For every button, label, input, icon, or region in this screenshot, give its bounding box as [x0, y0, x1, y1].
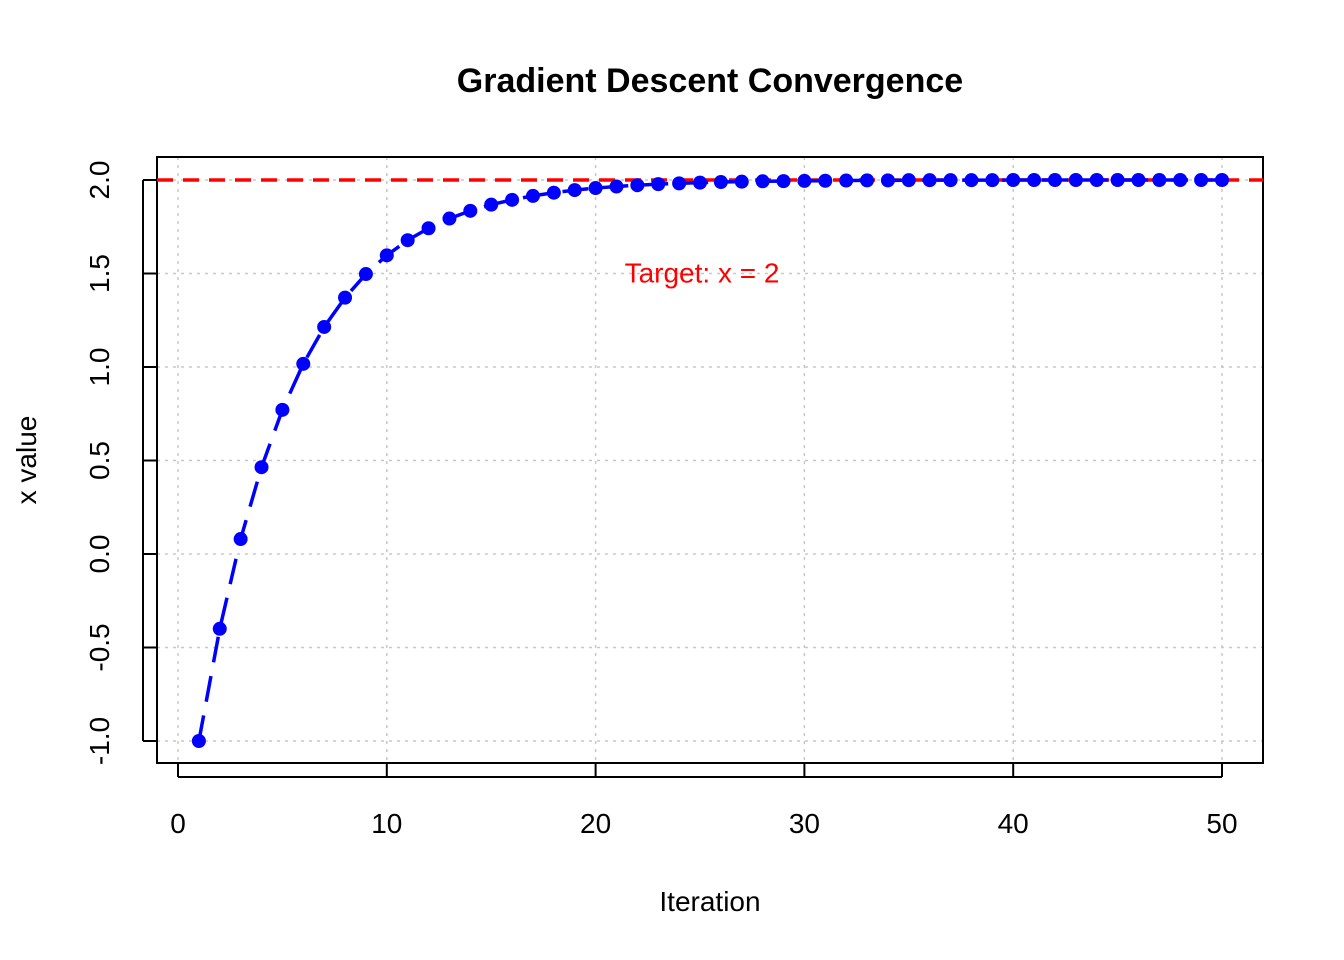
data-point [463, 203, 478, 218]
data-point [693, 175, 707, 190]
series-layer [191, 173, 1229, 748]
x-tick-label: 20 [580, 808, 611, 839]
x-tick-label: 40 [998, 808, 1029, 839]
data-point [1027, 173, 1042, 187]
data-point [922, 173, 937, 188]
y-tick-label: 2.0 [84, 161, 115, 200]
data-point [191, 734, 206, 748]
data-point [484, 197, 499, 212]
data-point [1006, 173, 1021, 187]
data-point [525, 188, 540, 203]
data-point [338, 290, 353, 305]
data-point [400, 233, 415, 248]
data-point [630, 178, 645, 193]
x-tick-label: 0 [170, 808, 186, 839]
data-point [358, 267, 373, 282]
data-point [985, 173, 1000, 188]
data-point [964, 173, 979, 188]
data-point [421, 221, 436, 236]
data-point [713, 175, 728, 190]
x-axis-label: Iteration [659, 886, 760, 917]
data-point [317, 319, 332, 334]
data-point [880, 173, 895, 188]
y-tick-label: 0.5 [84, 441, 115, 480]
chart-title: Gradient Descent Convergence [457, 62, 963, 100]
y-tick-label: -1.0 [84, 717, 115, 765]
data-point [860, 173, 875, 188]
target-annotation: Target: x = 2 [625, 258, 780, 289]
data-point [1110, 173, 1125, 187]
x-axis: 0 10 20 30 40 50 [170, 763, 1238, 839]
data-point [818, 173, 833, 188]
data-point [797, 173, 812, 188]
y-tick-label: 0.0 [84, 535, 115, 574]
x-tick-label: 30 [789, 808, 820, 839]
data-point [1047, 173, 1062, 187]
data-point [1089, 173, 1104, 187]
data-point [379, 248, 394, 263]
data-point [1068, 173, 1083, 187]
y-tick-label: 1.5 [84, 254, 115, 293]
data-point [901, 173, 916, 188]
data-point [212, 621, 227, 636]
data-point [296, 356, 311, 371]
data-point [233, 532, 248, 547]
data-point [755, 174, 770, 189]
data-point [1131, 173, 1146, 187]
data-point [839, 173, 854, 188]
data-point [1215, 173, 1229, 187]
y-axis: -1.0 -0.5 0.0 0.5 1.0 1.5 2.0 [84, 161, 157, 765]
data-point [275, 402, 290, 417]
data-point [505, 192, 520, 207]
y-tick-label: -0.5 [84, 623, 115, 671]
data-point [776, 174, 791, 189]
y-tick-label: 1.0 [84, 348, 115, 387]
data-point [442, 211, 457, 226]
data-point [1194, 173, 1209, 187]
data-point [1173, 173, 1188, 187]
data-point [588, 181, 603, 196]
data-point [567, 183, 582, 198]
data-point [651, 177, 666, 192]
y-axis-label: x value [11, 416, 42, 505]
data-point [546, 185, 561, 200]
data-point [609, 179, 624, 194]
data-point [734, 174, 749, 189]
x-tick-label: 50 [1206, 808, 1237, 839]
data-point [672, 176, 687, 191]
data-point [943, 173, 958, 188]
data-point [1152, 173, 1167, 187]
grid [157, 157, 1263, 763]
data-point [254, 460, 269, 475]
x-tick-label: 10 [371, 808, 402, 839]
